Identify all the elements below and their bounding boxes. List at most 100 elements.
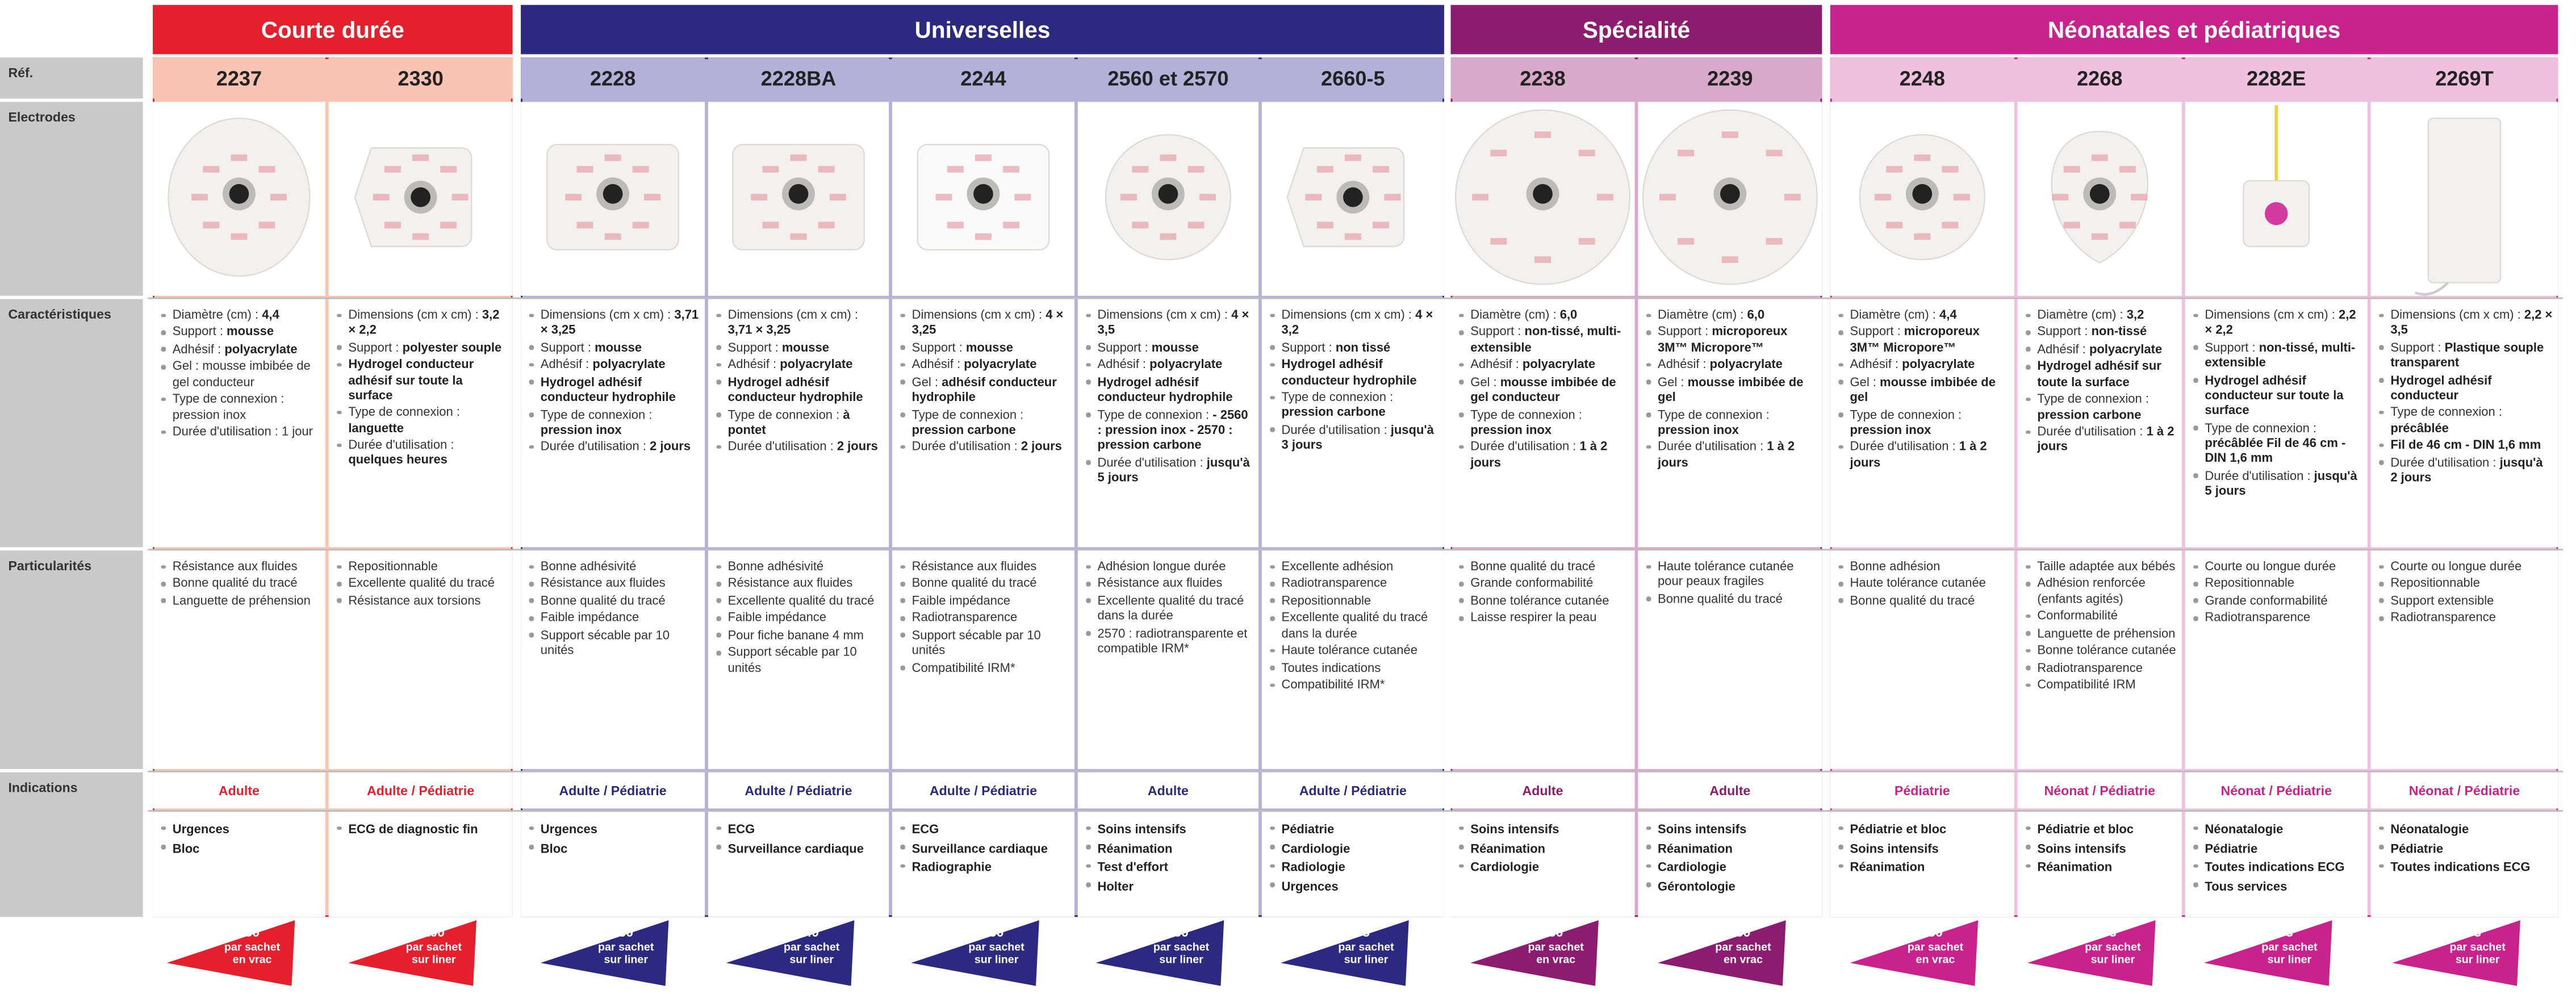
- value: précâblée: [2390, 420, 2449, 435]
- pack-badge: 3 par sachet sur liner: [2185, 917, 2368, 986]
- pack-count: 3: [2474, 925, 2481, 939]
- print: [231, 233, 248, 240]
- features: Bonne adhésivité Résistance aux fluides Ex…: [708, 550, 889, 769]
- indication: Adulte / Pédiatrie: [521, 772, 705, 809]
- characteristic: Gel : adhésif conducteur hydrophile: [898, 374, 1069, 405]
- print: [203, 222, 220, 229]
- feature: Compatibilité IRM: [2024, 678, 2177, 693]
- print: [1316, 166, 1333, 173]
- print: [975, 233, 992, 240]
- applications: ECG Surveillance cardiaque Radiographie: [892, 812, 1075, 917]
- print: [947, 166, 964, 173]
- indication: Adulte: [1638, 772, 1822, 809]
- feature: Résistance aux fluides: [898, 559, 1069, 574]
- pack-text: sur liner: [2456, 953, 2500, 966]
- stud: [2089, 184, 2110, 204]
- characteristic: Durée d'utilisation : 1 jour: [160, 424, 321, 439]
- label: Type de connexion :: [348, 404, 460, 420]
- characteristic: Support : Plastique souple transparent: [2377, 340, 2553, 370]
- features: Repositionnable Excellente qualité du tra…: [328, 550, 513, 769]
- application-list: ECG de diagnostic fin: [329, 812, 513, 839]
- feature: Faible impédance: [714, 611, 884, 626]
- characteristic: Type de connexion : précâblée: [2377, 405, 2553, 436]
- print: [2091, 233, 2108, 240]
- pack-text: sur liner: [1344, 953, 1389, 966]
- value: pression carbone: [1281, 404, 1386, 420]
- label: Support :: [2205, 340, 2259, 355]
- characteristic: Hydrogel adhésif conducteur sur toute la…: [2192, 372, 2362, 418]
- print: [1490, 149, 1507, 157]
- value: non tissé: [1335, 340, 1391, 355]
- indication: Adulte / Pédiatrie: [1261, 772, 1444, 809]
- characteristic: Support : non-tissé: [2024, 324, 2177, 340]
- pack-count: 50: [1549, 925, 1563, 939]
- application: Pédiatrie: [2377, 839, 2553, 858]
- label: Type de connexion :: [540, 407, 653, 422]
- row-label: Caractéristiques: [0, 299, 143, 548]
- value: mousse: [781, 340, 829, 355]
- value: mousse: [227, 324, 274, 340]
- feature: Haute tolérance cutanée: [1837, 576, 2009, 591]
- value: Hydrogel adhésif conducteur hydrophile: [727, 374, 863, 404]
- text: Type de connexion : pression inox: [172, 391, 285, 422]
- print: [1373, 166, 1389, 173]
- feature-list: Excellente adhésion Radiotransparence Repo…: [1262, 550, 1444, 692]
- characteristic: Gel : mousse imbibée de gel: [1837, 374, 2009, 405]
- value: pression inox: [1850, 422, 1931, 437]
- label: Dimensions (cm x cm) :: [348, 307, 482, 323]
- value: 4,4: [262, 307, 279, 323]
- feature: Radiotransparence: [898, 611, 1069, 626]
- label: Gel :: [911, 374, 942, 389]
- characteristic: Support : mousse: [714, 340, 884, 355]
- text: Gel : mousse imbibée de gel conducteur: [172, 358, 311, 389]
- characteristic: Support : microporeux 3M™ Micropore™: [1837, 324, 2009, 355]
- label: Type de connexion :: [1658, 407, 1770, 422]
- print: [1578, 238, 1595, 245]
- print: [1678, 149, 1695, 157]
- application: ECG: [898, 820, 1069, 839]
- application-list: Pédiatrie et bloc Soins intensifs Réanimat…: [1830, 812, 2014, 876]
- feature: Adhésion renforcée (enfants agités): [2024, 576, 2177, 607]
- characteristic: Hydrogel conducteur adhésif sur toute la…: [335, 357, 508, 403]
- characteristic: Hydrogel adhésif conducteur hydrophile: [1268, 357, 1439, 388]
- print: [1003, 166, 1020, 173]
- pack-text: par sachet: [1528, 941, 1584, 954]
- pack-badge: 50 par sachet en vrac: [1451, 917, 1635, 986]
- value: mousse imbibée de gel: [1850, 374, 1996, 404]
- application: Soins intensifs: [1645, 820, 1817, 839]
- pack-text: sur liner: [2091, 953, 2135, 966]
- feature: Faible impédance: [898, 593, 1069, 608]
- label: Adhésif :: [1097, 357, 1150, 372]
- value: pression inox: [1658, 422, 1739, 437]
- stud: [1158, 184, 1178, 204]
- characteristic: Dimensions (cm x cm) : 2,2 × 3,5: [2377, 307, 2553, 338]
- value: jusqu'à 5 jours: [1097, 454, 1250, 485]
- features: Excellente adhésion Radiotransparence Repo…: [1261, 550, 1444, 769]
- pack-text: sur liner: [975, 953, 1019, 966]
- print: [1160, 233, 1177, 240]
- characteristic: Type de connexion : pression inox: [1837, 407, 2009, 437]
- value: 1 à 2 jours: [1850, 439, 1987, 470]
- application-list: ECG Surveillance cardiaque Radiographie: [892, 812, 1074, 876]
- value: 4 × 3,5: [1097, 307, 1249, 337]
- electrode-image: [2017, 102, 2182, 296]
- pack-text: par sachet: [1715, 941, 1771, 954]
- row-label: Indications: [0, 772, 143, 917]
- row-label: Réf.: [0, 57, 143, 99]
- characteristic: Type de connexion : à pontet: [714, 407, 884, 437]
- print: [1886, 166, 1903, 173]
- label: Type de connexion :: [1470, 407, 1582, 422]
- label: Adhésif :: [1470, 357, 1523, 372]
- feature: Bonne qualité du tracé: [1645, 591, 1817, 607]
- print: [1199, 194, 1216, 201]
- label: Support :: [2390, 340, 2445, 355]
- characteristic: Support : mousse: [1084, 340, 1253, 355]
- value: polyacrylate: [2089, 341, 2163, 357]
- print: [384, 222, 401, 229]
- print: [644, 194, 660, 201]
- feature-list: Repositionnable Excellente qualité du tra…: [329, 550, 513, 608]
- print: [270, 194, 287, 201]
- feature: Repositionnable: [2377, 576, 2553, 591]
